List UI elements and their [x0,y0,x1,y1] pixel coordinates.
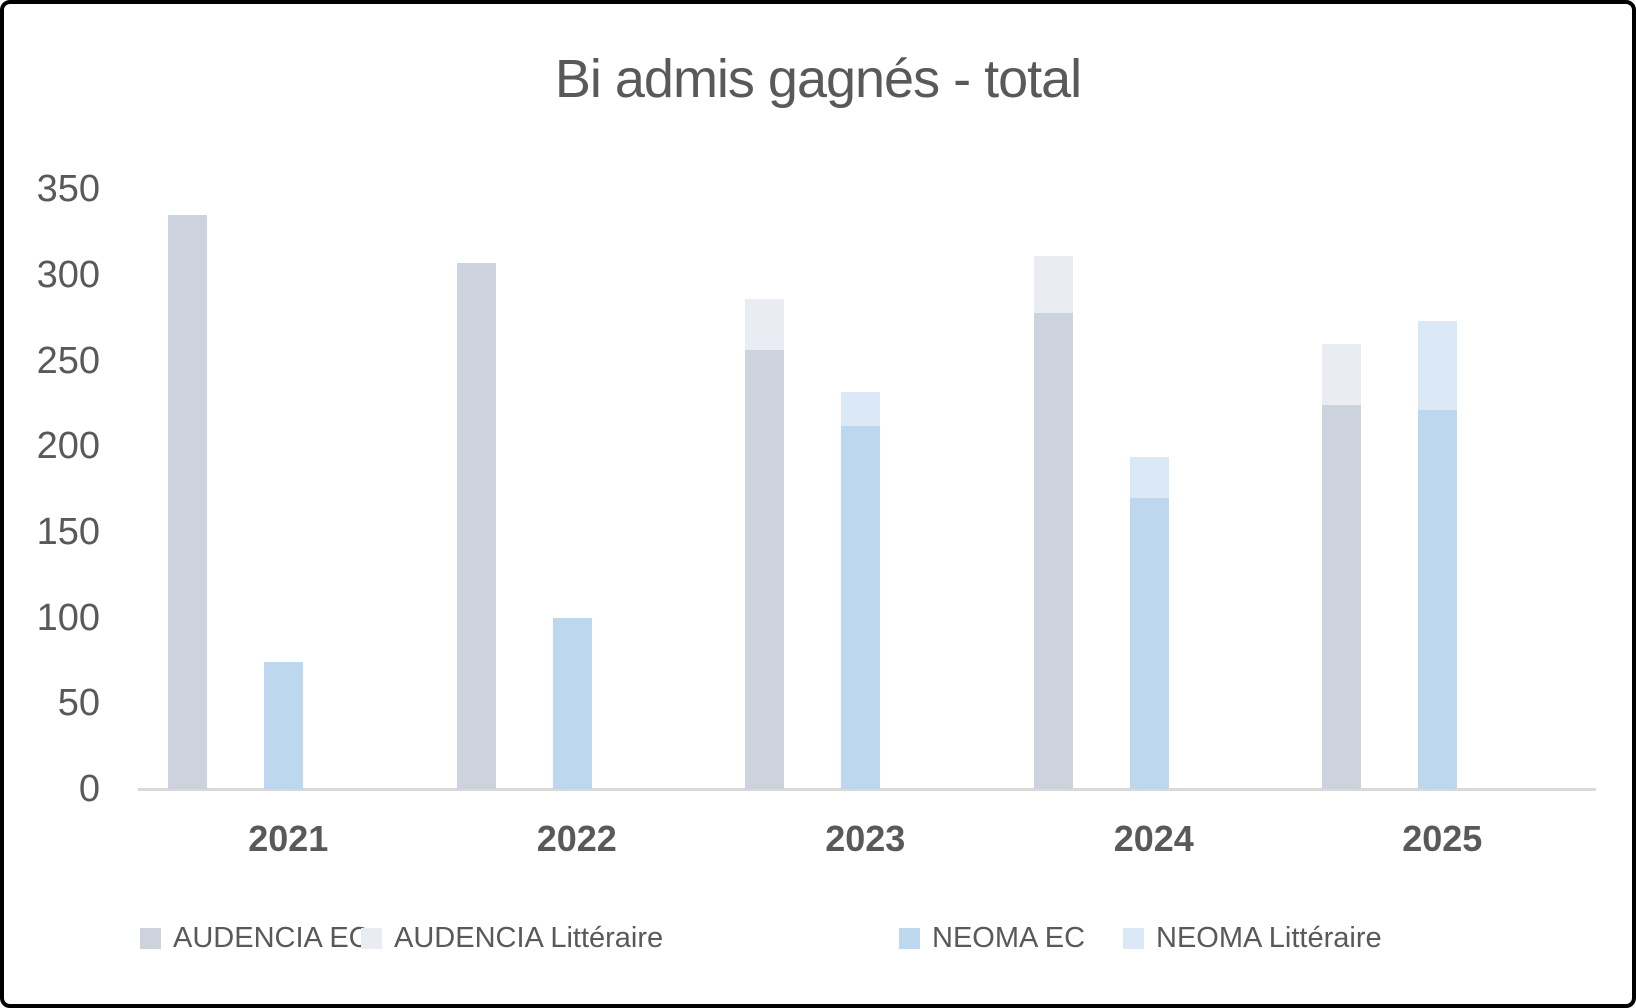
legend-item: AUDENCIA Littéraire [361,916,663,960]
legend-label: AUDENCIA Littéraire [394,921,664,954]
legend-swatch-icon [899,927,920,949]
legend-swatch-icon [361,927,382,949]
bar-segment-neoma-litt-raire [1418,321,1457,411]
legend-item: AUDENCIA EC [140,916,370,960]
y-tick-label: 150 [36,511,100,553]
bar-segment-neoma-ec [1129,497,1169,789]
bar-segment-neoma-ec [552,617,592,789]
bar-segment-audencia-litt-raire [1033,256,1073,313]
bar-segment-audencia-ec [745,350,784,789]
y-tick-label: 0 [78,768,100,810]
y-tick-label: 100 [36,596,100,639]
x-tick-label: 2021 [248,818,329,859]
x-tick-label: 2023 [825,818,906,859]
bar-segment-neoma-ec [841,425,880,789]
x-tick-label: 2022 [536,818,617,859]
bar-segment-neoma-litt-raire [1129,456,1169,498]
bar-segment-audencia-ec [1322,405,1361,789]
legend-label: NEOMA EC [932,921,1086,954]
chart-title: Bi admis gagnés - total [554,49,1082,109]
bar-segment-audencia-litt-raire [745,298,784,351]
bar-segment-audencia-litt-raire [1322,343,1361,406]
legend-item: NEOMA Littéraire [1123,916,1382,960]
y-tick-label: 300 [36,254,100,296]
bar-segment-audencia-ec [1033,312,1073,789]
bar-segment-audencia-ec [456,263,496,789]
legend-label: NEOMA Littéraire [1156,921,1382,954]
x-tick-label: 2025 [1402,818,1483,859]
bar-segment-neoma-litt-raire [841,391,880,426]
legend-swatch-icon [140,927,161,949]
y-tick-label: 200 [36,425,100,468]
legend-item: NEOMA EC [899,916,1085,960]
bar-segment-audencia-ec [168,215,207,789]
y-tick-label: 350 [36,168,100,211]
x-axis-line [138,788,1596,791]
legend-label: AUDENCIA EC [173,921,370,954]
x-tick-label: 2024 [1113,818,1194,859]
bar-segment-neoma-ec [1418,410,1457,789]
bar-segment-neoma-ec [264,662,303,789]
legend-swatch-icon [1123,927,1144,949]
y-tick-label: 50 [57,682,100,725]
y-tick-label: 250 [36,339,100,382]
